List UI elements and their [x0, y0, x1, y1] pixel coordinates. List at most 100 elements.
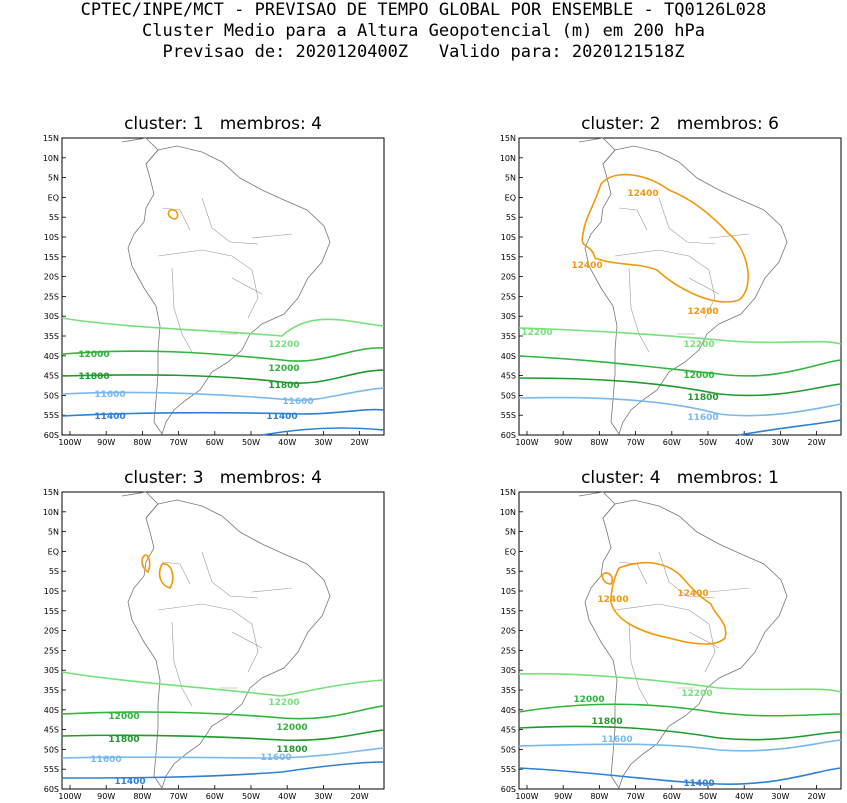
isolines [61, 208, 385, 436]
lat-tick-label: 35S [501, 332, 516, 341]
lon-tick-label: 20W [808, 792, 826, 801]
chart-title: CPTEC/INPE/MCT - PREVISAO DE TEMPO GLOBA… [80, 0, 767, 20]
lon-tick-label: 60W [663, 792, 681, 801]
lon-tick-label: 100W [515, 438, 538, 447]
contour-c12200 [518, 327, 842, 345]
lat-tick-label: 10N [500, 508, 516, 517]
lat-tick-label: 25S [44, 646, 59, 655]
contour-c11400 [518, 767, 842, 785]
lat-tick-label: 55S [44, 411, 59, 420]
contour-label: 12200 [683, 340, 714, 350]
plot-frame [61, 137, 385, 436]
lat-tick-label: 5S [49, 213, 59, 222]
contour-c11400 [61, 408, 385, 417]
lat-tick-label: 55S [44, 765, 59, 774]
contour-label: 12000 [683, 371, 714, 381]
lat-tick-label: 55S [501, 411, 516, 420]
lat-tick-label: EQ [505, 193, 516, 202]
contour-label: 11400 [683, 779, 714, 789]
lon-tick-label: 20W [351, 792, 369, 801]
contour-c12200 [518, 672, 842, 693]
contour-c12000 [61, 347, 385, 362]
lat-tick-label: 30S [501, 666, 516, 675]
contour-label: 12000 [573, 695, 604, 705]
contour-label: 12400 [687, 307, 718, 317]
lon-tick-label: 40W [278, 792, 296, 801]
lon-tick-label: 70W [170, 438, 188, 447]
lat-tick-label: 5N [505, 528, 516, 537]
contour-label: 12200 [521, 328, 552, 338]
lat-tick-label: 45S [501, 372, 516, 381]
lon-tick-label: 30W [771, 792, 789, 801]
lat-tick-label: 25S [501, 292, 516, 301]
contour-label: 11600 [687, 413, 718, 423]
lat-tick-label: EQ [505, 547, 516, 556]
contour-c12400 [610, 561, 727, 645]
lat-tick-label: 35S [501, 686, 516, 695]
lat-tick-label: 15N [43, 488, 59, 497]
contour-label: 11800 [268, 381, 299, 391]
contour-c11400 [738, 419, 842, 436]
contour-c12400 [581, 173, 749, 303]
contour-label: 11800 [108, 735, 139, 745]
lat-tick-label: 30S [44, 666, 59, 675]
lat-tick-label: 10N [43, 508, 59, 517]
lon-tick-label: 30W [314, 438, 332, 447]
contour-label: 11600 [282, 397, 313, 407]
lon-tick-label: 30W [771, 438, 789, 447]
lat-tick-label: 25S [44, 292, 59, 301]
lat-tick-label: 30S [501, 312, 516, 321]
contour-label: 11600 [94, 390, 125, 400]
contour-c11400 [261, 427, 385, 436]
lat-tick-label: 10S [44, 233, 59, 242]
contour-label: 12200 [268, 340, 299, 350]
lat-tick-label: 35S [44, 332, 59, 341]
contour-c12400 [601, 572, 614, 585]
lat-tick-label: 5S [506, 213, 516, 222]
lat-tick-label: 60S [501, 431, 516, 440]
lat-tick-label: 50S [44, 391, 59, 400]
contour-label: 12400 [627, 189, 658, 199]
lon-tick-label: 70W [170, 792, 188, 801]
contour-label: 11600 [601, 735, 632, 745]
contour-c11600 [61, 747, 385, 759]
contour-c12200 [61, 317, 385, 337]
lon-tick-label: 40W [278, 438, 296, 447]
lat-tick-label: 20S [501, 627, 516, 636]
lat-tick-label: 30S [44, 312, 59, 321]
contour-c11600 [61, 387, 385, 402]
lat-tick-label: 15N [500, 488, 516, 497]
contour-c11600 [518, 739, 842, 752]
contour-c11800 [518, 377, 842, 397]
lon-tick-label: 70W [627, 792, 645, 801]
lat-tick-label: 60S [501, 785, 516, 794]
lat-tick-label: 5S [49, 567, 59, 576]
contour-c11800 [61, 729, 385, 742]
lat-tick-label: 60S [44, 785, 59, 794]
contour-label: 12000 [78, 350, 109, 360]
contour-c12400 [141, 554, 151, 574]
contour-label: 11800 [687, 393, 718, 403]
lon-tick-label: 40W [735, 438, 753, 447]
lat-tick-label: 5N [48, 174, 59, 183]
contour-label: 11600 [260, 753, 291, 763]
contour-c12400 [167, 208, 179, 220]
lat-tick-label: 50S [44, 745, 59, 754]
lon-tick-label: 100W [58, 438, 81, 447]
lon-tick-label: 100W [58, 792, 81, 801]
contour-label: 12000 [268, 364, 299, 374]
panel-1-title: cluster: 1 membros: 4 [124, 114, 322, 134]
lat-tick-label: 20S [44, 273, 59, 282]
lon-tick-label: 50W [699, 438, 717, 447]
isolines [61, 554, 385, 779]
lat-tick-label: 10S [501, 587, 516, 596]
contour-c12000 [518, 355, 842, 377]
lon-tick-label: 50W [242, 792, 260, 801]
lat-tick-label: 15S [44, 607, 59, 616]
lat-tick-label: 20S [44, 627, 59, 636]
contour-c11400 [61, 761, 385, 779]
contour-label: 11800 [591, 717, 622, 727]
contour-label: 12000 [276, 723, 307, 733]
contour-label: 11800 [78, 372, 109, 382]
lat-tick-label: 5N [505, 174, 516, 183]
